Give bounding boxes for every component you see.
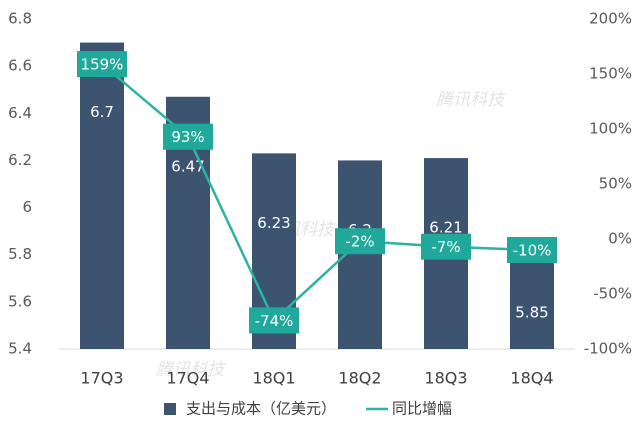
watermark: 腾讯科技 [436,90,506,110]
y2-tick-label: -50% [593,285,632,303]
y2-tick-label: -100% [584,340,632,358]
bar-value-label: 6.21 [429,219,462,237]
line-value-label: -74% [255,312,294,330]
line-label-box [507,237,557,263]
y-tick-label: 5.4 [8,340,32,358]
legend-label: 同比增幅 [392,400,452,418]
y2-tick-label: 150% [589,65,632,83]
y-tick-label: 6 [22,198,32,216]
y2-tick-label: 50% [599,175,632,193]
bar-value-label: 6.47 [171,157,204,175]
y-tick-label: 6.6 [8,57,32,75]
watermark: 腾讯科技 [156,360,226,380]
line-value-label: -10% [513,242,552,260]
x-tick-label: 17Q4 [166,369,209,388]
bar-value-label: 6.23 [257,214,290,232]
bar [80,42,124,349]
y2-tick-label: 0% [608,230,632,248]
line-value-label: 93% [171,128,204,146]
line-label-box [335,228,385,255]
line-label-box [163,123,213,150]
line-value-label: -2% [345,233,374,251]
y-tick-label: 6.4 [8,104,32,122]
legend-label: 支出与成本（亿美元） [186,400,336,418]
y-tick-label: 6.2 [8,151,32,169]
x-tick-label: 18Q2 [338,369,381,388]
y-tick-label: 5.8 [8,245,32,263]
line-label-box [249,307,299,334]
x-tick-label: 18Q1 [252,369,295,388]
line-value-label: 159% [81,56,124,74]
y2-tick-label: 100% [589,120,632,138]
y-tick-label: 5.6 [8,292,32,310]
x-tick-label: 17Q3 [80,369,123,388]
line-label-box [421,233,471,260]
x-tick-label: 18Q3 [424,369,467,388]
bar-value-label: 5.85 [515,303,548,321]
line-value-label: -7% [431,238,460,256]
y-tick-label: 6.8 [8,10,32,28]
y2-tick-label: 200% [589,10,632,28]
x-tick-label: 18Q4 [510,369,553,388]
legend-swatch [164,403,176,415]
bar-value-label: 6.7 [90,103,114,121]
line-label-box [77,51,127,78]
